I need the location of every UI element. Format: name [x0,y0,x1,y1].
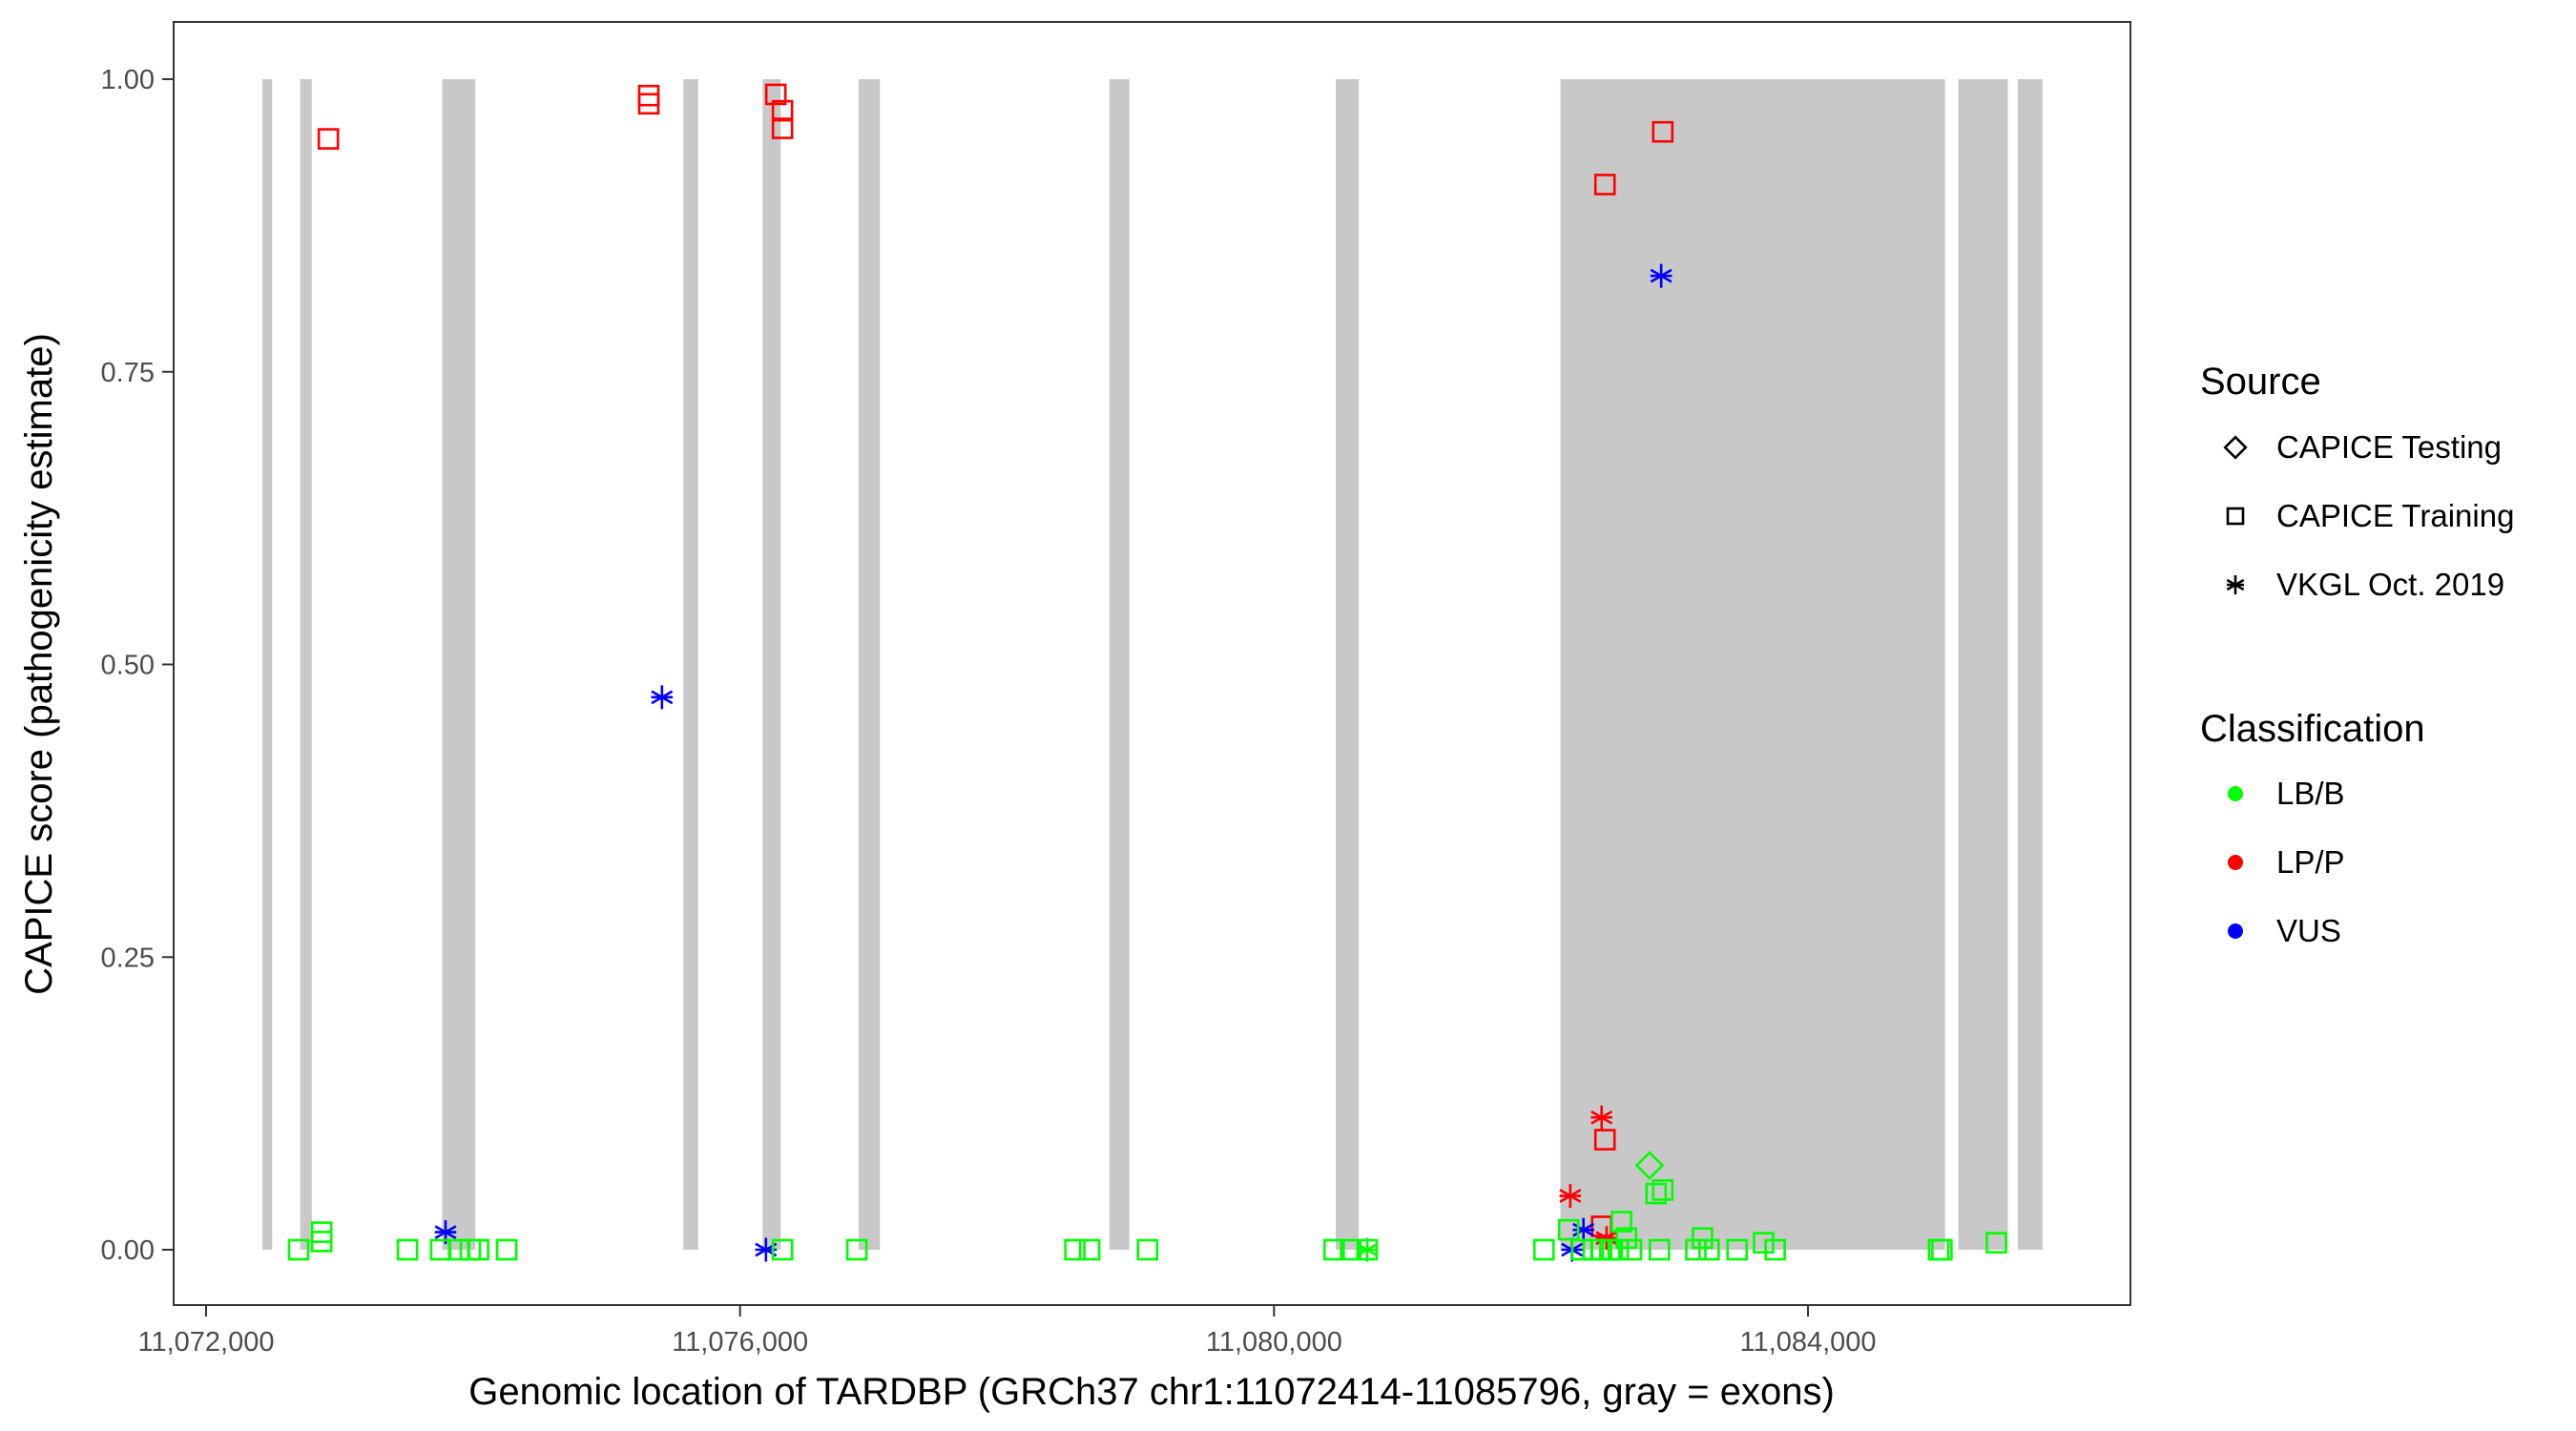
exon-band [762,79,781,1250]
y-tick-label: 0.75 [101,358,155,388]
data-point [1692,1227,1714,1250]
exon-band [300,79,312,1250]
data-point [1764,1238,1786,1261]
legend-key-dot-icon [2228,786,2243,801]
y-tick-label: 1.00 [101,65,155,95]
legend-key-diamond-icon [2223,435,2248,460]
legend-source-label: VKGL Oct. 2019 [2276,567,2504,602]
data-point [1559,1184,1582,1209]
legend-key-dot-icon [2228,855,2243,870]
data-point [495,1238,518,1261]
data-point [1593,174,1616,196]
data-point [845,1238,868,1261]
legend-classification-title: Classification [2200,708,2425,750]
legend-key-asterisk-icon [2226,575,2245,594]
data-point [396,1238,419,1261]
exon-band [683,79,698,1250]
data-point [434,1220,457,1245]
data-point [467,1238,489,1261]
data-point [1753,1232,1775,1254]
data-point [1593,1129,1616,1151]
legend-classification-label: VUS [2276,913,2341,948]
data-points [287,83,2007,1262]
exon-band [1560,79,1945,1250]
x-tick-label: 11,084,000 [1740,1327,1877,1358]
data-point [1645,1182,1668,1205]
data-point [764,83,787,106]
data-point [651,685,674,710]
data-point [1698,1238,1720,1261]
data-point [317,128,340,150]
data-point [1532,1238,1555,1261]
legend: Source Classification CAPICE Testing CAPI… [2200,361,2514,948]
data-point [1726,1238,1749,1261]
legend-classification-label: LB/B [2276,776,2345,811]
data-point [1557,1218,1580,1241]
data-point [1615,1227,1638,1250]
exon-band [261,79,273,1250]
exon-band [2017,79,2043,1250]
data-point [637,93,660,115]
data-point [1652,1179,1674,1201]
data-point [1572,1217,1595,1242]
y-tick-label: 0.00 [101,1235,155,1266]
data-point [1634,1151,1665,1180]
y-tick-label: 0.25 [101,943,155,973]
data-point [1340,1238,1361,1261]
data-point [771,1238,794,1261]
exon-band [1109,79,1130,1250]
data-point [1607,1238,1630,1261]
legend-key-dot-icon [2228,923,2243,939]
y-axis-title: CAPICE score (pathogenicity estimate) [18,333,60,995]
data-point [1078,1238,1101,1261]
data-point [1356,1238,1379,1261]
data-point [1931,1238,1953,1261]
legend-classification-label: LP/P [2276,844,2345,880]
exon-band [1958,79,2008,1250]
data-point [1985,1232,2007,1254]
data-point [310,1231,333,1253]
exon-band [858,79,881,1250]
legend-source-title: Source [2200,361,2321,403]
exon-bands [261,79,2043,1250]
data-point [1610,1211,1632,1233]
data-point [1650,263,1672,288]
data-point [771,99,794,122]
data-point [1620,1238,1643,1261]
x-tick-label: 11,072,000 [138,1327,275,1358]
data-point [1064,1238,1086,1261]
y-axis-ticks: 0.00 0.25 0.50 0.75 1.00 [101,65,174,1266]
data-point [771,117,794,139]
legend-source-label: CAPICE Testing [2276,429,2502,465]
legend-key-square-icon [2226,507,2245,526]
legend-source-label: CAPICE Training [2276,498,2514,533]
data-point [1136,1238,1159,1261]
x-axis-ticks: 11,072,000 11,076,000 11,080,000 11,084,000 [138,1305,1877,1358]
data-point [1685,1238,1707,1261]
y-tick-label: 0.50 [101,651,155,681]
data-point [1649,1238,1671,1261]
x-axis-title: Genomic location of TARDBP (GRCh37 chr1:… [468,1371,1835,1413]
x-tick-label: 11,080,000 [1206,1327,1342,1358]
exon-band [442,79,476,1250]
data-point [287,1238,310,1261]
data-point [1323,1238,1345,1261]
x-tick-label: 11,076,000 [672,1327,808,1358]
data-point [1590,1105,1613,1130]
data-point [1652,120,1674,143]
data-point [637,84,660,107]
exon-band [1336,79,1360,1250]
